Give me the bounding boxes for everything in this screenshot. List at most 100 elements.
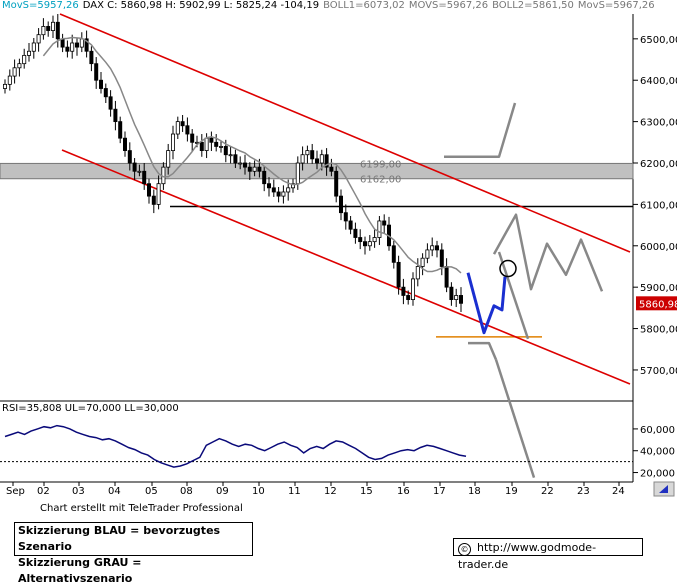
moving-average-line: [42, 36, 462, 274]
date-tick-label: 08: [180, 486, 193, 497]
header-instrument: DAX C: 5860,98 H: 5902,99 L: 5825,24 -10…: [82, 0, 320, 11]
candle-body: [334, 170, 339, 197]
rsi-line: [4, 424, 467, 468]
target-circle: [499, 259, 517, 278]
candle-body: [329, 166, 334, 172]
date-tick-label: 16: [397, 486, 410, 497]
date-tick-label: 19: [505, 486, 518, 497]
scroll-arrow-button[interactable]: [653, 481, 675, 497]
candle-body: [314, 158, 319, 164]
candle-body: [257, 166, 262, 172]
date-tick-label: 24: [612, 486, 625, 497]
price-tick-label: 5800,00: [640, 325, 677, 336]
candle-body: [266, 183, 271, 189]
gray-scenario-path: [444, 102, 517, 159]
candle-body: [362, 241, 367, 247]
price-tick-label: 5700,00: [640, 366, 677, 377]
gray-scenario-path: [497, 251, 530, 340]
candle-body: [12, 67, 17, 77]
price-tick-label: 6500,00: [640, 35, 677, 46]
candle-body: [204, 137, 209, 151]
date-tick-label: 22: [541, 486, 554, 497]
candle-body: [99, 79, 104, 89]
candle-body: [348, 220, 353, 230]
date-axis: Sep 02 03 04 05 08 09 10 11 12 15 16 17 18 19 22 23 24: [6, 482, 625, 497]
candle-body: [358, 237, 363, 243]
rsi-tick-label: 60,000: [640, 425, 675, 436]
candle-body: [137, 170, 142, 173]
price-tick-label: 5900,00: [640, 283, 677, 294]
candle-body: [142, 170, 147, 185]
candle-body: [286, 187, 291, 193]
candle-body: [3, 83, 8, 89]
candle-body: [123, 137, 128, 151]
date-tick-label: 12: [324, 486, 337, 497]
chart-credit: Chart erstellt mit TeleTrader Profession…: [40, 503, 243, 514]
chart-header: MovS=5957,26 DAX C: 5860,98 H: 5902,99 L:…: [2, 0, 659, 11]
candle-body: [276, 191, 281, 197]
candle-body: [401, 286, 406, 296]
candle-body: [415, 266, 420, 280]
rsi-header: RSI=35,808 UL=70,000 LL=30,000: [2, 403, 179, 414]
candle-body: [127, 150, 132, 164]
candle-body: [449, 286, 454, 300]
candle-body: [31, 42, 36, 52]
candle-body: [290, 183, 295, 189]
scenario-sketch-layer: [444, 102, 604, 478]
candle-body: [439, 249, 444, 267]
rsi-tick-label: 20,000: [640, 469, 675, 480]
channel-upper-line: [59, 13, 631, 253]
candle-body: [60, 38, 65, 48]
candle-body: [214, 141, 219, 147]
date-tick-label: 10: [252, 486, 265, 497]
website-link[interactable]: © http://www.godmode-trader.de: [453, 538, 643, 571]
candle-body: [175, 121, 180, 135]
candle-body: [238, 162, 243, 165]
rsi-panel: 20,000 40,000 60,000: [0, 424, 675, 480]
candle-body: [247, 166, 252, 172]
gray-scenario-path: [494, 359, 536, 478]
candle-body: [218, 146, 223, 148]
chart-canvas: 6199,00 6162,00 5700,00 5800,00 5900,00 6000…: [0, 13, 677, 497]
candle-body: [458, 295, 463, 304]
header-boll2: BOLL2=5861,50: [492, 0, 574, 11]
header-boll1: BOLL1=6073,02: [323, 0, 405, 11]
candle-body: [252, 166, 257, 172]
scenario-legend: Skizzierung BLAU = bevorzugtes Szenario …: [14, 522, 253, 585]
date-tick-label: Sep: [6, 486, 25, 497]
level-annotation: 6162,00: [360, 175, 401, 186]
candle-body: [343, 212, 348, 222]
candle-body: [170, 133, 175, 151]
date-tick-label: 03: [72, 486, 85, 497]
candle-body: [430, 245, 435, 251]
candle-body: [367, 241, 372, 247]
candle-body: [281, 191, 286, 197]
date-tick-label: 05: [145, 486, 158, 497]
copyright-icon: ©: [458, 543, 471, 556]
candle-body: [17, 63, 22, 69]
last-price-tag: [636, 296, 677, 311]
price-axis: 5700,00 5800,00 5900,00 6000,00 6100,00 6200,…: [633, 35, 677, 377]
date-tick-label: 18: [468, 486, 481, 497]
candle-body: [372, 237, 377, 243]
candle-body: [353, 228, 358, 238]
candle-body: [51, 21, 56, 31]
candle-body: [36, 34, 41, 44]
candle-body: [118, 121, 123, 139]
candle-body: [410, 278, 415, 300]
gray-scenario-path: [468, 341, 498, 361]
price-tick-label: 6000,00: [640, 242, 677, 253]
website-url: http://www.godmode-trader.de: [458, 541, 597, 571]
candle-body: [89, 50, 94, 65]
candle-body: [223, 146, 228, 156]
price-tick-label: 6300,00: [640, 118, 677, 129]
date-tick-label: 11: [288, 486, 301, 497]
candle-body: [377, 220, 382, 238]
candle-body: [338, 195, 343, 214]
date-tick-label: 02: [37, 486, 50, 497]
candle-body: [146, 183, 151, 197]
candle-body: [46, 26, 51, 31]
candle-body: [444, 266, 449, 288]
candle-body: [65, 46, 70, 52]
candle-body: [113, 108, 118, 123]
